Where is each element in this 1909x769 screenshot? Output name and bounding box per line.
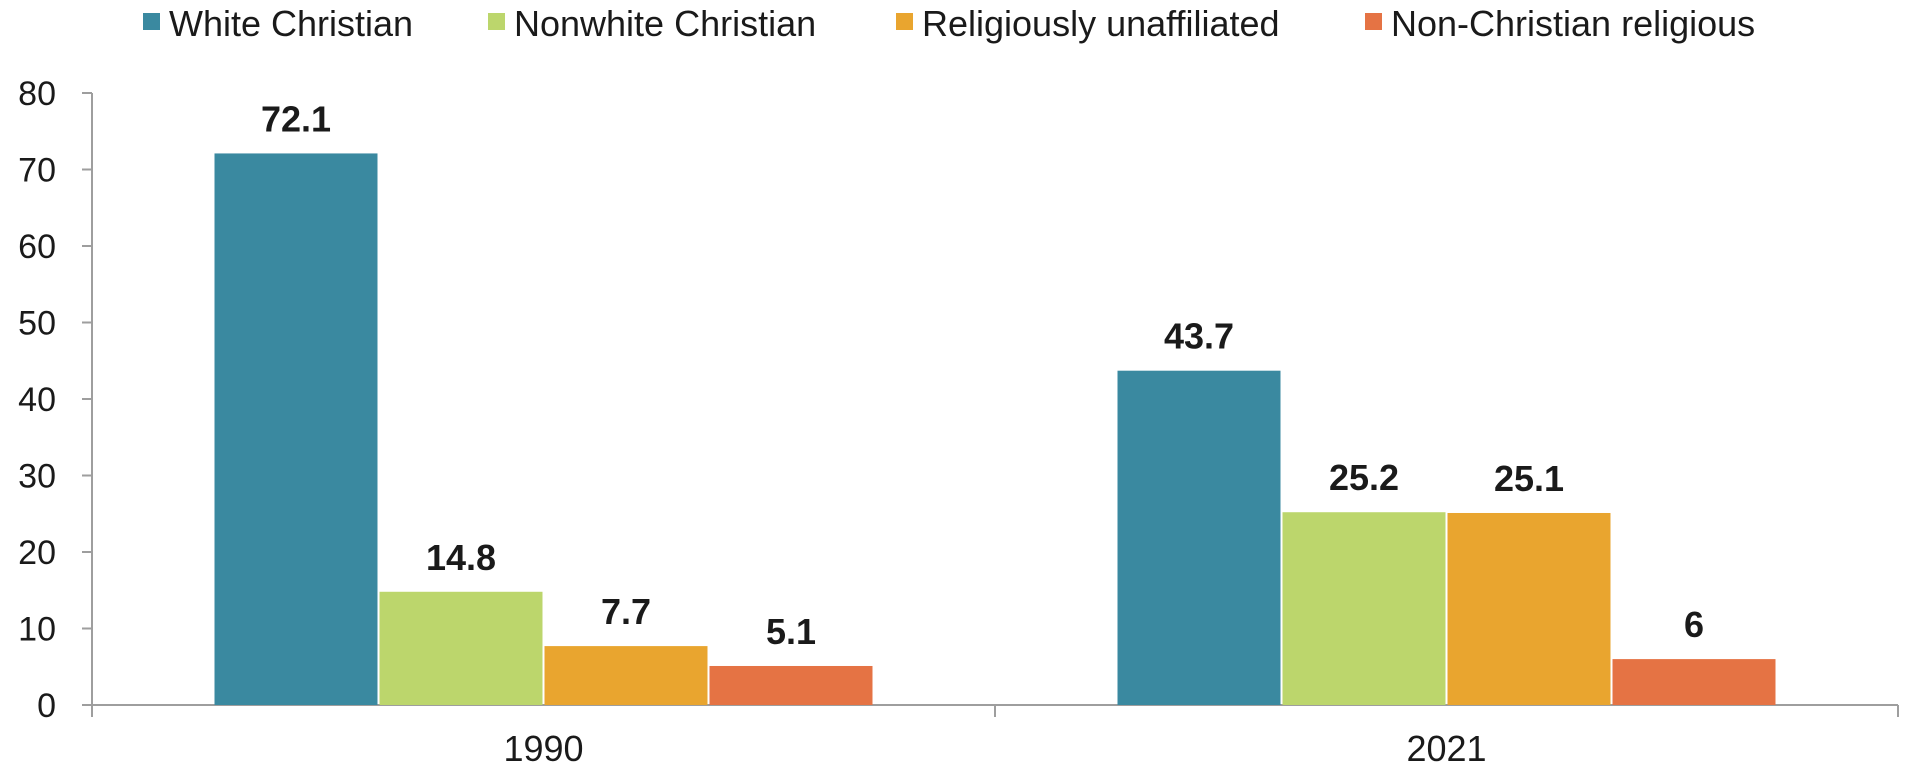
y-tick-label: 0 [37,687,56,725]
y-tick-label: 80 [18,75,56,113]
y-tick-label: 40 [18,381,56,419]
legend-swatch [488,13,505,30]
bar[interactable] [379,591,543,705]
data-label: 5.1 [766,611,816,652]
legend-label: Religiously unaffiliated [922,3,1280,44]
data-label: 6 [1684,604,1704,645]
legend-swatch [1365,13,1382,30]
legend-label: Non-Christian religious [1391,3,1755,44]
y-tick-label: 20 [18,534,56,572]
y-tick-label: 30 [18,458,56,496]
bar[interactable] [544,646,708,705]
legend-label: Nonwhite Christian [514,3,816,44]
data-label: 72.1 [261,98,331,139]
y-tick-label: 60 [18,228,56,266]
bar[interactable] [214,153,378,705]
bar[interactable] [1282,512,1446,705]
data-label: 14.8 [426,537,496,578]
y-tick-label: 10 [18,611,56,649]
data-label: 25.1 [1494,458,1564,499]
data-label: 7.7 [601,591,651,632]
legend-swatch [896,13,913,30]
y-tick-label: 50 [18,305,56,343]
bar[interactable] [1612,659,1776,705]
legend-swatch [143,13,160,30]
bar[interactable] [1117,370,1281,705]
legend-label: White Christian [169,3,413,44]
y-tick-label: 70 [18,152,56,190]
bar[interactable] [1447,512,1611,705]
x-category-label: 2021 [1406,728,1486,769]
data-label: 25.2 [1329,457,1399,498]
data-label: 43.7 [1164,316,1234,357]
x-category-label: 1990 [503,728,583,769]
bar[interactable] [709,665,873,705]
